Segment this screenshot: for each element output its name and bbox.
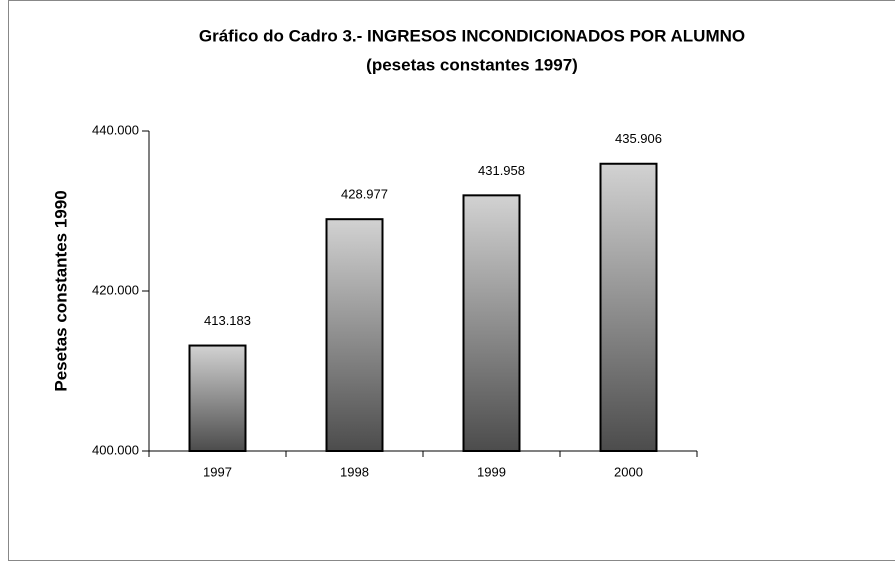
chart-subtitle: (pesetas constantes 1997) (366, 55, 578, 74)
bar (462, 194, 521, 452)
y-tick-label: 400.000 (92, 442, 139, 457)
value-label: 431.958 (478, 163, 525, 178)
bar (325, 218, 384, 452)
value-label: 428.977 (341, 187, 388, 202)
y-axis-label: Pesetas constantes 1990 (51, 190, 70, 391)
x-tick-label: 1998 (340, 464, 369, 479)
x-tick-label: 1999 (477, 464, 506, 479)
x-tick-label: 2000 (614, 464, 643, 479)
value-label: 413.183 (204, 313, 251, 328)
value-label: 435.906 (615, 131, 662, 146)
chart-title: Gráfico do Cadro 3.- INGRESOS INCONDICIO… (199, 26, 745, 45)
bar (188, 344, 247, 453)
bar (599, 162, 658, 452)
y-tick-label: 440.000 (92, 122, 139, 137)
y-tick-label: 420.000 (92, 282, 139, 297)
frame (8, 0, 895, 561)
x-tick-label: 1997 (203, 464, 232, 479)
